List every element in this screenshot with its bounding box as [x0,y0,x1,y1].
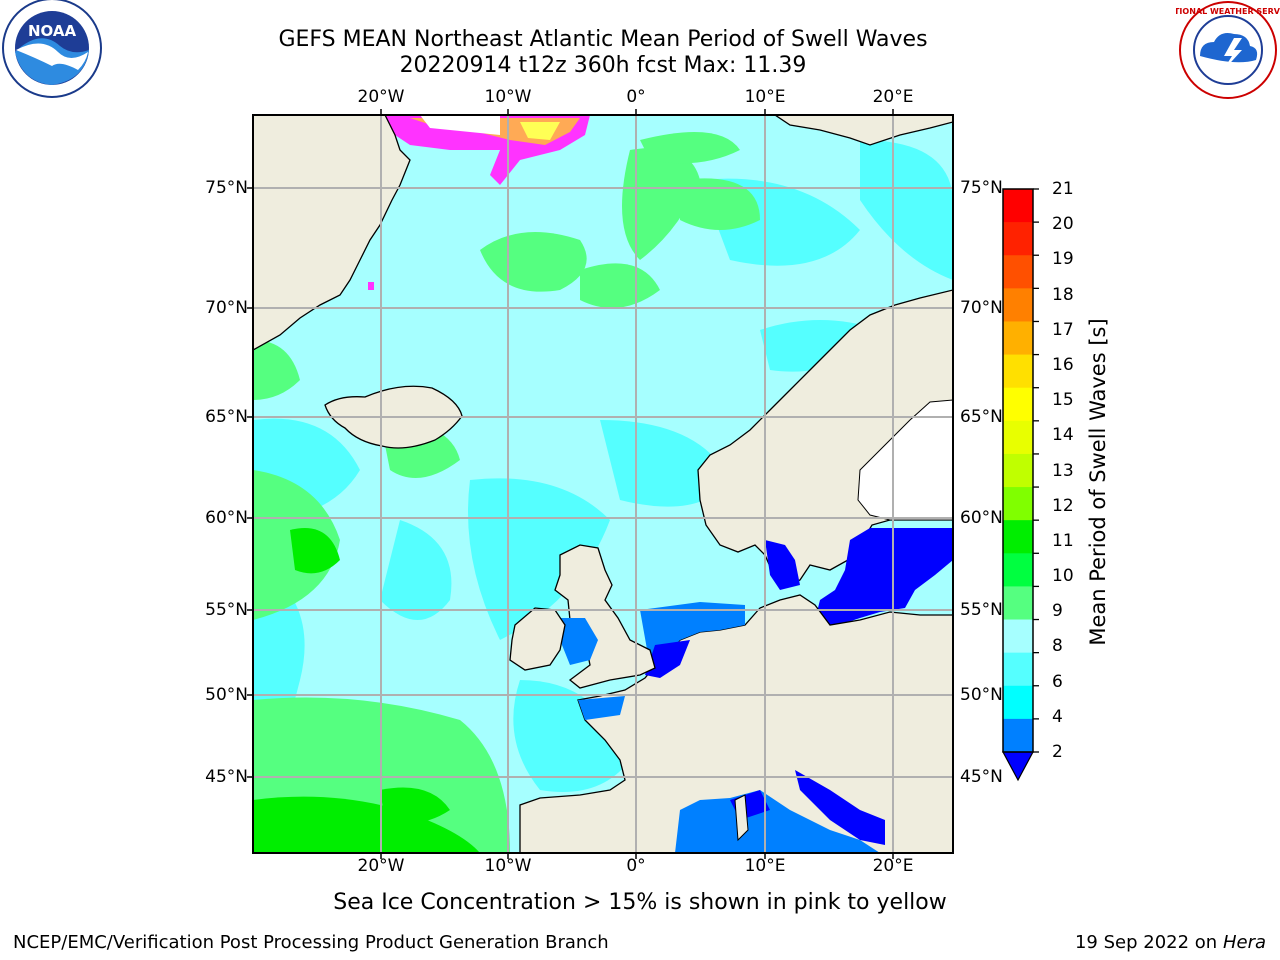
colorbar-tick-label: 16 [1052,354,1074,375]
colorbar-segment [1003,619,1033,654]
colorbar-tick-label: 14 [1052,425,1074,446]
colorbar-tick-label: 12 [1052,495,1074,516]
svg-text:NATIONAL WEATHER SERVICE: NATIONAL WEATHER SERVICE [1176,7,1280,16]
map-area [253,115,953,853]
colorbar-frame [1002,188,1034,753]
lat-label-left: 75°N [205,178,248,198]
colorbar-segment [1003,189,1033,223]
colorbar-segment [1003,652,1033,687]
adriatic [795,770,885,845]
lat-label-right: 55°N [960,600,1003,620]
footer-date: 19 Sep 2022 on Hera [1074,932,1266,953]
colorbar-tick-label: 2 [1052,742,1063,762]
colorbar-segment [1003,420,1033,455]
lat-label-left: 70°N [205,298,248,318]
colorbar-tick-label: 20 [1052,214,1074,235]
lon-label-bottom: 0° [626,856,646,876]
noaa-logo: NOAA [2,0,102,98]
lat-label-right: 70°N [960,298,1003,318]
channel-blue [645,640,690,678]
chart-subtitle: 20220914 t12z 360h fcst Max: 11.39 [399,53,807,78]
colorbar-segment [1003,453,1033,488]
colorbar-tick-label: 18 [1052,284,1074,305]
footer-machine: Hera [1222,932,1266,953]
axis-ticks [247,109,894,859]
skagerrak [765,540,800,590]
sea-ice [348,115,590,290]
svg-text:NOAA: NOAA [28,22,77,40]
lat-label-left: 45°N [205,767,248,787]
colorbar-tick-label: 10 [1052,566,1074,587]
lat-label-left: 60°N [205,508,248,528]
lon-label-bottom: 20°W [357,856,405,876]
lat-label-right: 65°N [960,407,1003,427]
lat-label-left: 65°N [205,407,248,427]
lon-label-top: 10°E [744,87,786,107]
lon-label-top: 20°E [872,87,914,107]
lat-label-right: 50°N [960,685,1003,705]
land-greenland [253,115,411,351]
lat-label-left: 55°N [205,600,248,620]
map-frame [252,114,954,854]
mediterranean [675,790,880,853]
colorbar-label: Mean Period of Swell Waves [s] [1086,318,1110,646]
colorbar-segment [1003,255,1033,289]
ocean-bright-green-patches [253,528,480,853]
colorbar-under-arrow [1001,751,1035,782]
colorbar-segment [1003,222,1033,256]
land-europe [519,594,953,853]
colorbar-tick-label: 8 [1052,636,1063,657]
colorbar-segment [1003,718,1033,753]
colorbar-tick-label: 19 [1052,249,1074,270]
chart-title: GEFS MEAN Northeast Atlantic Mean Period… [278,27,928,52]
lon-label-bottom: 20°E [872,856,914,876]
irish-sea [560,618,598,665]
colorbar-tick-label: 4 [1052,706,1063,727]
baltic-sea [815,528,953,628]
colorbar-segment [1003,354,1033,389]
colorbar [1001,188,1039,782]
colorbar-segment [1003,288,1033,322]
lon-label-bottom: 10°W [484,856,532,876]
lon-label-bottom: 10°E [744,856,786,876]
land-corsica [734,794,749,842]
colorbar-segment [1003,553,1033,587]
lon-label-top: 0° [626,87,646,107]
land-great-britain [554,544,656,689]
colorbar-tick-label: 13 [1052,460,1074,481]
colorbar-tick-label: 21 [1052,179,1074,199]
colorbar-tick-label: 17 [1052,319,1074,340]
land-interior-white [857,399,953,521]
colorbar-segment [1003,387,1033,422]
colorbar-segment [1003,487,1033,521]
colorbar-tick-label: 15 [1052,390,1074,411]
lat-label-left: 50°N [205,685,248,705]
lon-label-top: 10°W [484,87,532,107]
lat-label-right: 45°N [960,767,1003,787]
lat-label-right: 60°N [960,508,1003,528]
sea-ice-note: Sea Ice Concentration > 15% is shown in … [333,890,947,915]
colorbar-tick-label: 6 [1052,671,1063,692]
colorbar-segment [1003,520,1033,554]
land-svalbard [773,115,953,146]
colorbar-tick-label: 9 [1052,601,1063,622]
lat-label-right: 75°N [960,178,1003,198]
biscay-blue [578,696,625,720]
colorbar-tick-label: 11 [1052,530,1074,551]
nws-logo: NATIONAL WEATHER SERVICE [1176,1,1280,99]
graticule [253,115,953,853]
lon-label-top: 20°W [357,87,405,107]
colorbar-segment [1003,586,1033,621]
footer-credit: NCEP/EMC/Verification Post Processing Pr… [13,932,609,953]
colorbar-segment [1003,685,1033,720]
colorbar-segment [1003,321,1033,356]
